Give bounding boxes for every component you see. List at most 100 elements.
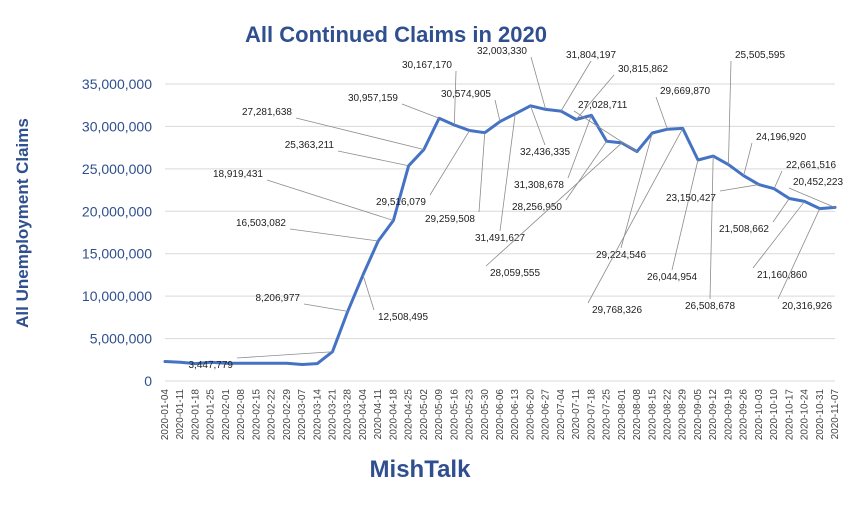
data-label: 27,281,638: [242, 107, 292, 118]
x-tick-label: 2020-09-05: [693, 389, 704, 441]
leader-line: [485, 142, 623, 267]
leader-line: [303, 303, 348, 312]
data-label: 31,491,627: [475, 233, 525, 244]
leader-line: [429, 130, 470, 196]
x-tick-label: 2020-10-24: [800, 389, 811, 441]
x-tick-label: 2020-06-06: [495, 389, 506, 441]
x-tick-label: 2020-10-03: [754, 389, 765, 441]
leader-line: [499, 113, 516, 232]
leader-line: [337, 150, 409, 167]
leader-line: [575, 74, 615, 120]
data-label: 18,919,431: [213, 169, 263, 180]
leader-line: [719, 184, 759, 192]
leader-line: [453, 70, 457, 126]
y-tick-label: 10,000,000: [82, 288, 152, 304]
leader-line: [773, 170, 783, 189]
x-tick-label: 2020-06-13: [510, 389, 521, 441]
data-label: 21,160,860: [757, 270, 807, 281]
data-label: 28,059,555: [490, 268, 540, 279]
y-tick-label: 25,000,000: [82, 161, 152, 177]
x-tick-label: 2020-02-29: [282, 389, 293, 441]
x-tick-label: 2020-09-12: [708, 389, 719, 441]
x-tick-label: 2020-08-22: [663, 389, 674, 441]
leader-line: [565, 140, 607, 201]
data-label: 32,003,330: [477, 46, 527, 57]
leader-line: [788, 187, 836, 208]
data-label: 32,436,335: [520, 147, 570, 158]
data-label: 20,316,926: [782, 301, 832, 312]
leader-line: [289, 228, 379, 242]
x-tick-label: 2020-06-20: [525, 389, 536, 441]
data-label: 24,196,920: [756, 132, 806, 143]
x-tick-label: 2020-07-11: [571, 389, 582, 440]
x-tick-label: 2020-08-15: [647, 389, 658, 441]
leader-line: [295, 117, 424, 150]
x-tick-label: 2020-03-14: [312, 389, 323, 441]
data-label: 21,508,662: [719, 224, 769, 235]
leader-line: [560, 60, 592, 112]
x-axis-ticks: 2020-01-04 2020-01-11 2020-01-18 2020-01-25…: [160, 389, 841, 441]
data-label: 30,167,170: [402, 60, 452, 71]
x-tick-label: 2020-05-23: [465, 389, 476, 441]
x-tick-label: 2020-04-18: [388, 389, 399, 441]
data-label: 30,574,905: [441, 89, 491, 100]
data-label: 27,028,711: [578, 100, 628, 111]
data-label: 12,508,495: [378, 312, 428, 323]
series-line-group: [163, 104, 837, 366]
data-label: 28,256,950: [512, 202, 562, 213]
x-tick-label: 2020-10-17: [784, 389, 795, 441]
y-tick-label: 0: [144, 373, 152, 389]
x-tick-label: 2020-03-28: [343, 389, 354, 441]
data-label: 8,206,977: [256, 293, 301, 304]
leader-line: [728, 60, 732, 165]
x-tick-label: 2020-04-25: [404, 389, 415, 441]
leader-line: [494, 99, 501, 122]
leader-line: [266, 179, 394, 221]
x-tick-label: 2020-07-04: [556, 389, 567, 441]
x-tick-label: 2020-02-08: [236, 389, 247, 441]
y-tick-label: 20,000,000: [82, 203, 152, 219]
x-tick-label: 2020-05-30: [480, 389, 491, 441]
data-label: 30,957,159: [348, 93, 398, 104]
leader-line: [567, 115, 592, 179]
y-tick-label: 35,000,000: [82, 76, 152, 92]
x-tick-label: 2020-02-01: [221, 389, 232, 441]
leader-line: [573, 110, 638, 152]
leader-line: [362, 274, 375, 311]
x-tick-label: 2020-10-31: [815, 389, 826, 441]
data-label: 31,308,678: [514, 180, 564, 191]
data-label: 29,516,079: [376, 197, 426, 208]
x-tick-label: 2020-05-09: [434, 389, 445, 441]
x-tick-label: 2020-05-02: [419, 389, 430, 441]
leader-line: [655, 96, 668, 130]
leader-line: [772, 198, 790, 223]
x-tick-label: 2020-08-01: [617, 389, 628, 441]
y-tick-label: 5,000,000: [90, 331, 152, 347]
y-tick-label: 15,000,000: [82, 246, 152, 262]
data-label: 31,804,197: [566, 50, 616, 61]
x-tick-label: 2020-06-27: [541, 389, 552, 441]
leader-line: [620, 132, 653, 249]
x-tick-label: 2020-01-18: [190, 389, 201, 441]
leader-line: [752, 201, 805, 269]
data-label: 22,661,516: [786, 160, 836, 171]
leader-line: [743, 142, 753, 176]
x-tick-label: 2020-08-08: [632, 389, 643, 441]
y-tick-label: 30,000,000: [82, 118, 152, 134]
x-tick-label: 2020-02-22: [267, 389, 278, 441]
x-tick-label: 2020-10-10: [769, 389, 780, 441]
data-label: 29,669,870: [660, 86, 710, 97]
data-label: 25,505,595: [735, 50, 785, 61]
x-tick-label: 2020-03-21: [328, 389, 339, 441]
leader-line: [530, 56, 547, 110]
data-label: 29,224,546: [596, 250, 646, 261]
y-axis-ticks: 0 5,000,000 10,000,000 15,000,000 20,000,000…: [82, 76, 152, 389]
chart-title: All Continued Claims in 2020: [245, 22, 547, 47]
x-tick-label: 2020-03-07: [297, 389, 308, 441]
leader-line: [587, 128, 684, 304]
x-tick-label: 2020-01-11: [175, 389, 186, 440]
x-tick-label: 2020-09-19: [723, 389, 734, 441]
data-label: 29,259,508: [425, 214, 475, 225]
x-tick-label: 2020-07-25: [602, 389, 613, 441]
